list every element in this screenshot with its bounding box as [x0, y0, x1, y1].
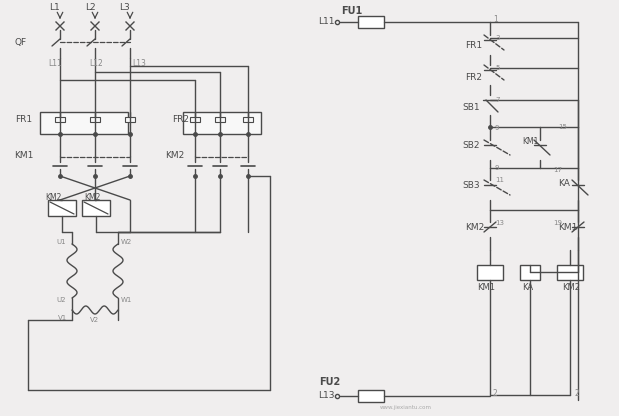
Text: 7: 7 — [495, 97, 500, 103]
Bar — [215, 117, 225, 122]
Bar — [520, 265, 540, 280]
Text: 13: 13 — [495, 220, 504, 226]
Text: 11: 11 — [495, 177, 504, 183]
Bar — [557, 265, 583, 280]
Text: 2: 2 — [575, 389, 580, 398]
Text: L12: L12 — [89, 59, 103, 67]
Text: L2: L2 — [85, 3, 95, 12]
Text: L1: L1 — [50, 3, 61, 12]
Text: V2: V2 — [90, 317, 99, 323]
Text: 17: 17 — [553, 167, 562, 173]
Text: L13: L13 — [132, 59, 146, 67]
Text: KM1: KM1 — [477, 282, 495, 292]
Text: KM2: KM2 — [165, 151, 184, 159]
Text: U2: U2 — [56, 297, 66, 303]
Bar — [90, 117, 100, 122]
Bar — [48, 200, 76, 216]
Text: KM2: KM2 — [45, 193, 61, 203]
Text: 15: 15 — [558, 124, 567, 130]
Text: V1: V1 — [58, 315, 67, 321]
Text: W2: W2 — [121, 239, 132, 245]
Bar — [40, 112, 128, 134]
Text: U1: U1 — [56, 239, 66, 245]
Text: FU1: FU1 — [341, 6, 363, 16]
Text: 5: 5 — [495, 65, 500, 71]
Text: L11: L11 — [318, 17, 334, 27]
Bar — [358, 390, 384, 402]
Text: L13: L13 — [318, 391, 334, 401]
Text: 3: 3 — [495, 35, 500, 41]
Text: SB1: SB1 — [462, 104, 480, 112]
Text: FR1: FR1 — [465, 40, 482, 50]
Text: 9: 9 — [495, 125, 500, 131]
Bar — [183, 112, 261, 134]
Text: 19: 19 — [553, 220, 562, 226]
Text: L3: L3 — [119, 3, 131, 12]
Bar — [55, 117, 65, 122]
Text: W1: W1 — [121, 297, 132, 303]
Text: 1: 1 — [493, 15, 498, 23]
Text: 2: 2 — [493, 389, 498, 398]
Text: FR2: FR2 — [465, 74, 482, 82]
Bar — [82, 200, 110, 216]
Bar — [125, 117, 135, 122]
Text: L11: L11 — [48, 59, 62, 67]
Text: www.jiexiantu.com: www.jiexiantu.com — [380, 406, 432, 411]
Text: KM2: KM2 — [84, 193, 100, 203]
Text: FR2: FR2 — [172, 116, 189, 124]
Text: KM2: KM2 — [465, 223, 484, 233]
Bar — [477, 265, 503, 280]
Bar — [190, 117, 200, 122]
Text: KM1: KM1 — [522, 136, 539, 146]
Text: SB3: SB3 — [462, 181, 480, 190]
Text: 9: 9 — [495, 165, 500, 171]
Bar — [243, 117, 253, 122]
Text: FU2: FU2 — [319, 377, 340, 387]
Text: KA: KA — [522, 282, 533, 292]
Text: QF: QF — [15, 37, 27, 47]
Text: SB2: SB2 — [462, 141, 480, 149]
Text: FR1: FR1 — [15, 116, 32, 124]
Text: KM1: KM1 — [14, 151, 33, 159]
Text: KA: KA — [558, 178, 570, 188]
Bar — [358, 16, 384, 28]
Text: KM2: KM2 — [562, 282, 580, 292]
Text: KM1: KM1 — [558, 223, 578, 233]
